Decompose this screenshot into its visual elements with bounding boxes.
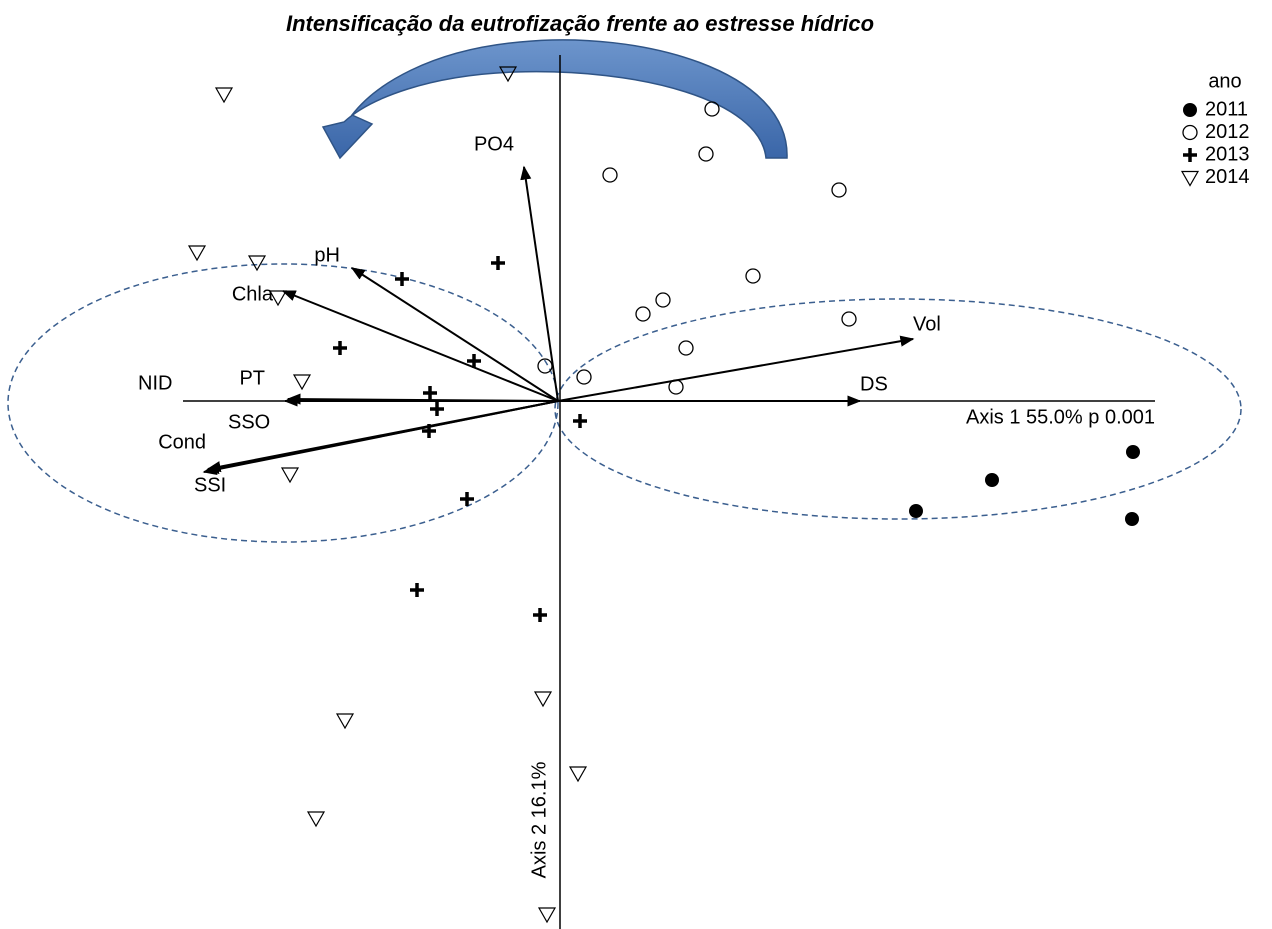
loading-vector: [350, 267, 559, 402]
point: [668, 379, 684, 395]
point: [422, 424, 436, 438]
point: [602, 167, 618, 183]
loading-vector: [520, 165, 559, 402]
vector-label: PO4: [474, 133, 514, 155]
point: [460, 492, 474, 506]
point: [333, 341, 347, 355]
vector-label: PT: [239, 367, 265, 389]
vector-label: NID: [138, 372, 172, 394]
point: [655, 292, 671, 308]
point: [187, 245, 207, 262]
point: [423, 386, 437, 400]
point: [745, 268, 761, 284]
vector-label: SSI: [194, 474, 226, 496]
point: [335, 713, 355, 730]
point: [467, 354, 481, 368]
loading-vector: [281, 290, 559, 402]
point: [704, 101, 720, 117]
point: [1125, 512, 1139, 526]
point: [831, 182, 847, 198]
vector-label: pH: [314, 244, 340, 266]
point: [306, 811, 326, 828]
point: [395, 272, 409, 286]
y-axis-label: Axis 2 16.1%: [528, 761, 550, 878]
vector-label: Vol: [913, 313, 941, 335]
point: [247, 255, 267, 272]
vector-label: Cond: [158, 431, 206, 453]
point: [1126, 445, 1140, 459]
point: [985, 473, 999, 487]
group-ellipse: [554, 298, 1242, 520]
vector-label: DS: [860, 373, 888, 395]
point: [292, 374, 312, 391]
trend-arrow: [321, 39, 788, 160]
vector-label: Chla: [232, 283, 274, 305]
legend-marker: [1183, 148, 1197, 162]
point: [498, 66, 518, 83]
point: [533, 691, 553, 708]
legend-marker: [1183, 103, 1197, 117]
point: [533, 608, 547, 622]
point: [568, 766, 588, 783]
point: [537, 358, 553, 374]
legend-label: 2014: [1205, 166, 1250, 188]
legend-marker: [1180, 170, 1200, 187]
point: [698, 146, 714, 162]
point: [635, 306, 651, 322]
loading-vector: [202, 400, 559, 476]
vector-label: SSO: [228, 411, 270, 433]
point: [537, 907, 557, 924]
point: [841, 311, 857, 327]
point: [214, 87, 234, 104]
loading-vector: [286, 393, 559, 405]
point: [491, 256, 505, 270]
point: [576, 369, 592, 385]
point: [268, 290, 288, 307]
point: [430, 402, 444, 416]
point: [280, 467, 300, 484]
chart-title: Intensificação da eutrofização frente ao…: [286, 11, 874, 36]
legend-label: 2013: [1205, 143, 1250, 165]
group-ellipse: [7, 263, 559, 543]
x-axis-label: Axis 1 55.0% p 0.001: [966, 406, 1155, 428]
point: [909, 504, 923, 518]
point: [678, 340, 694, 356]
legend-label: 2011: [1205, 98, 1248, 120]
legend-title: ano: [1208, 70, 1241, 92]
point: [410, 583, 424, 597]
loading-vector: [557, 335, 915, 402]
legend-label: 2012: [1205, 121, 1250, 143]
point: [573, 414, 587, 428]
legend-marker: [1182, 124, 1198, 141]
